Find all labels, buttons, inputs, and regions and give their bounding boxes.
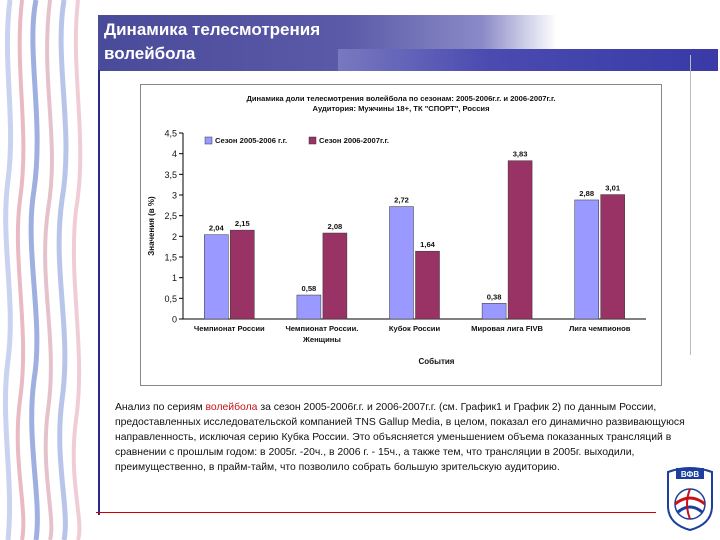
bar-1 (481, 303, 507, 320)
data-label: 2,88 (579, 189, 594, 198)
right-divider-line (690, 55, 691, 355)
description-text-start: Анализ по сериям (115, 402, 206, 413)
bar-2 (322, 232, 348, 320)
legend-label-1: Сезон 2005-2006 г.г. (215, 136, 287, 145)
y-tick-label: 1 (172, 273, 177, 283)
chart-title: Динамика доли телесмотрения волейбола по… (246, 94, 555, 103)
bar-1 (574, 199, 599, 320)
data-label: 2,08 (328, 222, 343, 231)
x-category-label: Женщины (302, 335, 341, 344)
data-label: 3,83 (513, 150, 528, 159)
x-category-label: Чемпионат России (194, 324, 265, 333)
chart-subtitle: Аудитория: Мужчины 18+, ТК "СПОРТ", Росс… (312, 104, 489, 113)
x-axis-title: События (419, 357, 455, 366)
title-bar (98, 15, 718, 71)
y-tick-label: 2 (172, 232, 177, 242)
bar-1 (389, 206, 414, 320)
y-tick-label: 0 (172, 315, 177, 325)
x-category-label: Лига чемпионов (569, 324, 631, 333)
x-category-label: Мировая лига FIVB (471, 324, 543, 333)
y-tick-label: 4,5 (164, 129, 177, 139)
bar-chart: Динамика доли телесмотрения волейбола по… (147, 94, 646, 366)
bottom-divider-line (96, 512, 656, 513)
bar-1 (204, 234, 229, 320)
y-axis-title: Значения (в %) (147, 196, 156, 256)
data-label: 0,58 (302, 284, 317, 293)
description-highlight: волейбола (205, 402, 258, 413)
description-text: Анализ по сериям волейбола за сезон 2005… (115, 400, 690, 475)
data-label: 3,01 (605, 184, 621, 193)
legend-swatch-1 (204, 136, 213, 145)
data-label: 2,15 (235, 219, 251, 228)
title-bar-accent (338, 49, 718, 71)
x-category-label: Чемпионат России. (285, 324, 358, 333)
data-label: 1,64 (420, 240, 436, 249)
bar-2 (230, 229, 255, 320)
decorative-ribbons (2, 0, 83, 540)
y-tick-label: 0,5 (164, 294, 177, 304)
description-text-end: за сезон 2005-2006г.г. и 2006-2007г.г. (… (115, 402, 685, 473)
volleyball-federation-logo: ВФВ (667, 467, 713, 532)
data-label: 2,04 (209, 224, 225, 233)
left-divider-line (98, 70, 100, 515)
y-tick-label: 3,5 (164, 170, 177, 180)
slide-title: Динамика телесмотрения волейбола (104, 20, 321, 63)
y-tick-label: 4 (172, 149, 177, 159)
logo-text: ВФВ (681, 470, 699, 479)
data-label: 0,38 (487, 292, 502, 301)
bar-2 (507, 160, 533, 320)
bar-2 (600, 194, 625, 320)
y-tick-label: 3 (172, 191, 177, 201)
bar-1 (296, 294, 322, 320)
legend-swatch-2 (308, 136, 317, 145)
x-category-label: Кубок России (389, 324, 441, 333)
bar-2 (415, 250, 440, 320)
y-tick-label: 2,5 (164, 211, 177, 221)
chart-frame: Динамика доли телесмотрения волейбола по… (140, 84, 662, 386)
legend-label-2: Сезон 2006-2007г.г. (319, 136, 389, 145)
data-label: 2,72 (394, 196, 409, 205)
y-tick-label: 1,5 (164, 253, 177, 263)
